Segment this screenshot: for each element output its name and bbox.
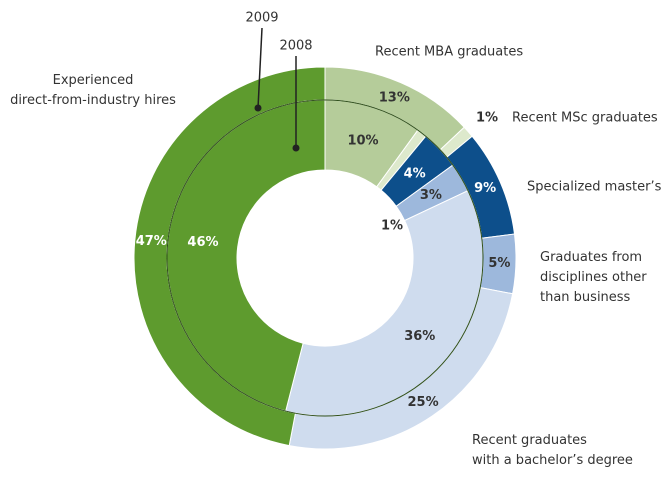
category-label: Experienced direct-from-industry hires xyxy=(10,73,176,108)
leader-dot xyxy=(254,104,262,112)
value-label: 13% xyxy=(379,90,410,105)
category-label: Recent graduates with a bachelor’s degree xyxy=(472,433,633,468)
series-label: 2009 xyxy=(245,11,278,26)
leader-line xyxy=(257,27,263,109)
value-label: 4% xyxy=(404,166,426,181)
value-label: 10% xyxy=(347,134,378,149)
value-label: 25% xyxy=(408,395,439,410)
value-label: 1% xyxy=(381,219,403,234)
value-label: 9% xyxy=(474,181,496,196)
leader-dot xyxy=(292,144,300,152)
category-label: Specialized master’s xyxy=(527,180,662,195)
series-label: 2008 xyxy=(279,39,312,54)
value-label: 46% xyxy=(187,235,218,250)
value-label: 3% xyxy=(420,188,442,203)
value-label: 1% xyxy=(476,111,498,126)
value-label: 36% xyxy=(404,329,435,344)
value-label: 47% xyxy=(136,234,167,249)
category-label: Recent MSc graduates xyxy=(512,111,658,126)
category-label: Graduates from disciplines other than busi… xyxy=(540,250,647,305)
category-label: Recent MBA graduates xyxy=(375,45,523,60)
value-label: 5% xyxy=(488,256,510,271)
ring-outline xyxy=(166,99,484,417)
